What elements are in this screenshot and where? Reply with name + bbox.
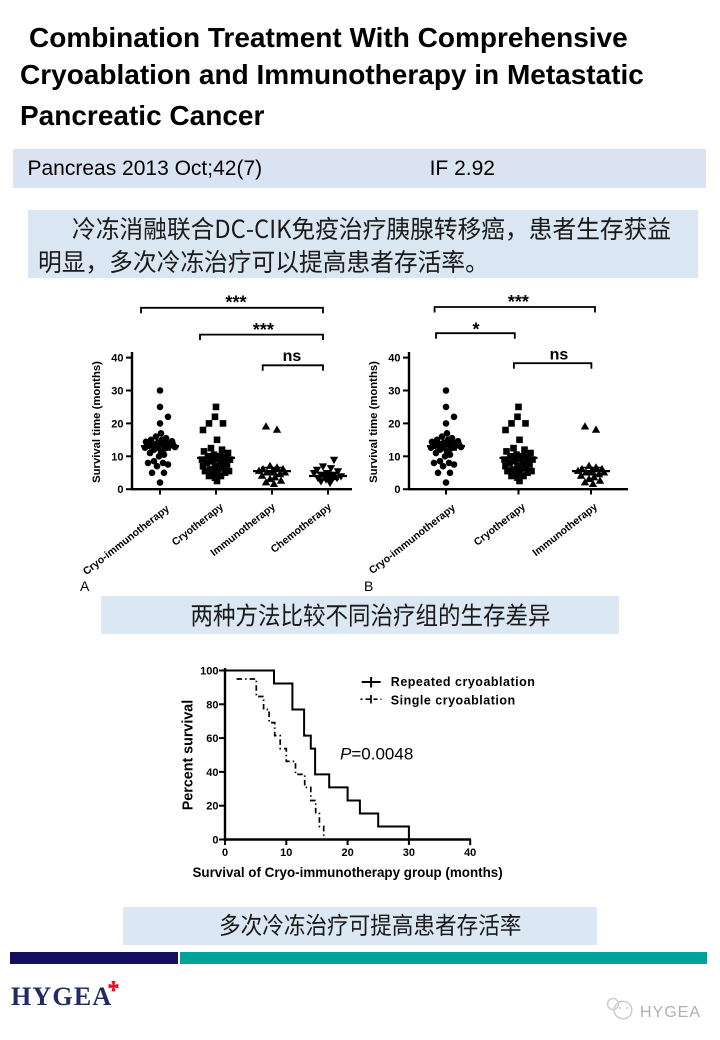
svg-text:0: 0 <box>117 484 123 496</box>
svg-text:Percent survival: Percent survival <box>181 700 197 810</box>
svg-text:10: 10 <box>280 847 292 859</box>
svg-text:Immunotherapy: Immunotherapy <box>530 501 600 559</box>
svg-text:20: 20 <box>341 847 353 859</box>
svg-text:40: 40 <box>388 353 400 365</box>
svg-text:40: 40 <box>464 847 476 859</box>
svg-text:ns: ns <box>550 347 569 364</box>
svg-text:***: *** <box>225 293 246 313</box>
svg-text:10: 10 <box>388 451 400 463</box>
svg-text:Survival of Cryo-immunotherapy: Survival of Cryo-immunotherapy group (mo… <box>192 865 502 880</box>
svg-text:Repeated cryoablation: Repeated cryoablation <box>391 675 536 689</box>
svg-text:10: 10 <box>111 451 123 463</box>
svg-text:80: 80 <box>206 699 218 711</box>
svg-text:B: B <box>364 578 373 594</box>
svg-text:***: *** <box>508 292 529 312</box>
svg-text:A: A <box>80 578 90 594</box>
svg-text:Single cryoablation: Single cryoablation <box>391 693 516 707</box>
svg-text:20: 20 <box>388 418 400 430</box>
svg-text:60: 60 <box>206 733 218 745</box>
svg-text:Survival time (months): Survival time (months) <box>368 361 380 483</box>
svg-text:0: 0 <box>222 847 228 859</box>
svg-text:30: 30 <box>388 386 400 398</box>
svg-text:ns: ns <box>283 348 302 365</box>
svg-text:Chemotherapy: Chemotherapy <box>269 501 334 556</box>
svg-text:100: 100 <box>200 666 218 678</box>
svg-text:40: 40 <box>111 353 123 365</box>
svg-text:*: * <box>472 320 479 340</box>
svg-text:30: 30 <box>403 847 415 859</box>
svg-text:***: *** <box>253 320 274 340</box>
svg-text:Cryotherapy: Cryotherapy <box>472 501 528 549</box>
svg-text:30: 30 <box>111 386 123 398</box>
svg-text:20: 20 <box>206 801 218 813</box>
svg-text:Survival time (months): Survival time (months) <box>91 361 103 483</box>
svg-text:40: 40 <box>206 767 218 779</box>
svg-text:P=0.0048: P=0.0048 <box>340 744 413 763</box>
svg-text:HYGEA: HYGEA <box>640 1004 701 1021</box>
svg-text:20: 20 <box>111 418 123 430</box>
svg-text:0: 0 <box>212 835 218 847</box>
svg-text:0: 0 <box>394 484 400 496</box>
